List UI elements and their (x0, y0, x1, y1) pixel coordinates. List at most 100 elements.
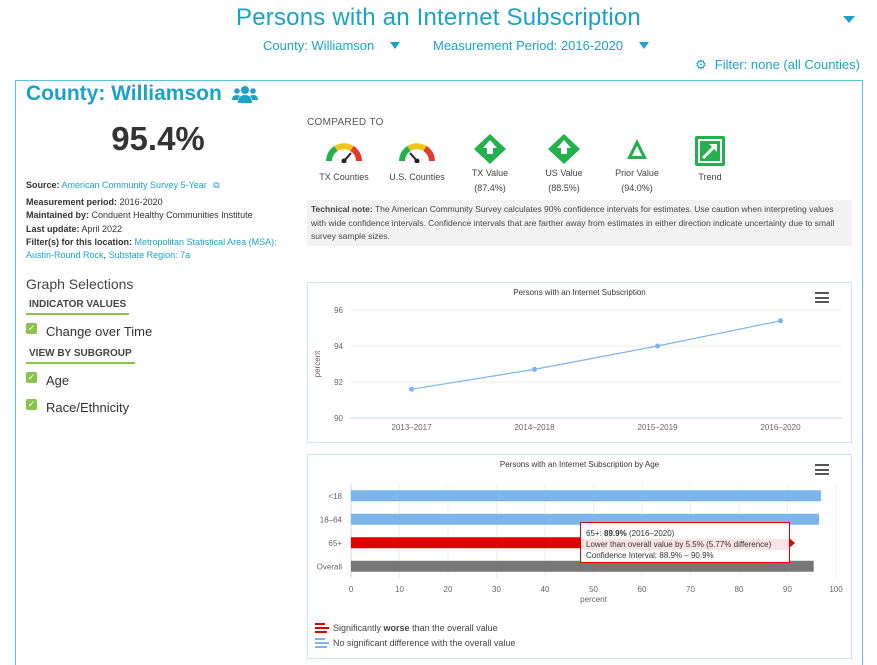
x-tick-label: 90 (783, 585, 792, 594)
x-tick-label: 0 (349, 585, 354, 594)
prior-value-triangle-icon[interactable] (626, 138, 648, 160)
x-tick-label: 30 (492, 585, 501, 594)
county-title: County: Williamson (26, 82, 222, 105)
maintained-value: Conduent Healthy Communities Institute (91, 210, 253, 220)
bar (351, 560, 814, 572)
county-select[interactable]: County: Williamson (263, 38, 401, 53)
trend-label: Trend (698, 172, 722, 182)
worse-legend-icon (315, 623, 329, 633)
y-tick-label: 92 (334, 378, 343, 387)
data-point (532, 366, 537, 372)
age-chart-title: Persons with an Internet Subscription by… (499, 460, 660, 469)
tooltip-line-3: Confidence Interval: 88.9% – 90.9% (586, 551, 714, 560)
period-select-label: Measurement Period: 2016-2020 (433, 38, 624, 53)
page-title: Persons with an Internet Subscription (236, 4, 641, 31)
chevron-down-icon (390, 42, 401, 49)
y-axis-label: percent (313, 350, 322, 377)
y-tick-label: 96 (334, 306, 343, 315)
chart-menu-icon[interactable] (815, 464, 829, 475)
prior-value-label: Prior Value (615, 168, 659, 178)
people-icon (232, 86, 258, 103)
filter-msa-link[interactable]: Metropolitan Statistical Area (MSA): Aus… (26, 237, 277, 260)
bar (351, 490, 821, 502)
y-tick-label: 94 (334, 342, 343, 351)
title-dropdown-caret[interactable] (843, 16, 855, 23)
us-value-better-icon[interactable] (548, 134, 580, 164)
age-option[interactable]: Age (46, 373, 70, 388)
county-select-label: County: Williamson (263, 38, 375, 53)
worse-legend-label: Significantly worse than the overall val… (333, 623, 498, 633)
prior-value: (94.0%) (621, 183, 653, 193)
x-tick-label: 80 (735, 585, 744, 594)
indicator-value: 95.4% (111, 120, 205, 157)
x-tick-label: 2015–2019 (637, 423, 678, 432)
us-counties-gauge-icon[interactable] (399, 141, 435, 163)
data-point (409, 386, 414, 392)
technical-note: Technical note: The American Community S… (307, 200, 852, 246)
x-tick-label: 40 (541, 585, 550, 594)
x-tick-label: 2016–2020 (760, 423, 801, 432)
y-tick-label: <18 (328, 492, 342, 501)
filter-region-link[interactable]: Substate Region: 7a (108, 250, 191, 260)
chevron-down-icon (639, 42, 650, 49)
period-value: 2016-2020 (119, 197, 163, 207)
tx-value-label: TX Value (471, 168, 509, 178)
filter-link[interactable]: ⚙ Filter: none (all Counties) (695, 57, 860, 73)
trend-line-chart: 90 92 94 96 percent 2013–2017 2014–2018 2015–20… (313, 306, 842, 432)
tooltip-pointer (789, 538, 795, 548)
trend-icon[interactable] (695, 136, 725, 166)
graph-selections-title: Graph Selections (26, 276, 134, 292)
source-link[interactable]: American Community Survey 5-Year (61, 180, 207, 190)
x-tick-label: 2013–2017 (391, 423, 432, 432)
maintained-line: Maintained by: Conduent Healthy Communit… (26, 209, 253, 222)
period-label: Measurement period: (26, 197, 118, 207)
external-link-icon[interactable]: ⧉ (213, 180, 220, 190)
x-axis-label: percent (580, 595, 607, 604)
check-icon[interactable]: ✓ (26, 372, 37, 383)
worse-legend-pre: Significantly (333, 623, 382, 633)
x-tick-label: 50 (589, 585, 598, 594)
period-select[interactable]: Measurement Period: 2016-2020 (433, 38, 650, 53)
tx-counties-gauge-icon[interactable] (326, 141, 362, 163)
source-label: Source: (26, 180, 60, 190)
bar (351, 537, 788, 549)
race-ethnicity-option[interactable]: Race/Ethnicity (46, 400, 130, 415)
series-line (411, 320, 781, 390)
x-tick-label: 100 (829, 585, 843, 594)
tooltip-head: 65+: (586, 529, 602, 538)
filters-line: Filter(s) for this location: Metropolita… (26, 236, 296, 262)
tx-counties-label: TX Counties (319, 172, 369, 182)
x-tick-label: 60 (638, 585, 647, 594)
tooltip-period: (2016–2020) (628, 529, 675, 538)
data-point (655, 343, 660, 349)
tooltip-value: 89.9% (604, 529, 627, 538)
period-line: Measurement period: 2016-2020 (26, 196, 163, 209)
tooltip-line-2: Lower than overall value by 5.5% (5.77% … (581, 539, 789, 550)
trend-chart-container (307, 282, 852, 443)
technical-note-text: The American Community Survey calculates… (311, 204, 835, 241)
y-tick-label: 65+ (328, 539, 342, 548)
y-tick-label: Overall (317, 562, 343, 571)
bar (351, 513, 820, 525)
us-value: (88.5%) (548, 183, 580, 193)
data-point (778, 318, 783, 324)
check-icon[interactable]: ✓ (26, 323, 37, 334)
indicator-panel (15, 80, 863, 665)
x-tick-label: 20 (444, 585, 453, 594)
subgroup-heading: VIEW BY SUBGROUP (26, 348, 135, 364)
indicator-values-heading: INDICATOR VALUES (26, 299, 130, 315)
x-tick-label: 10 (395, 585, 404, 594)
technical-note-label: Technical note: (311, 204, 373, 214)
tx-value-better-icon[interactable] (474, 134, 506, 164)
chart-menu-icon[interactable] (815, 292, 829, 303)
filter-separator: , (103, 250, 107, 260)
update-line: Last update: April 2022 (26, 223, 122, 236)
age-bar-chart: 0 10 20 30 40 50 60 70 80 90 100 percent <18 18–64 65+… (317, 484, 843, 604)
compared-to-heading: COMPARED TO (307, 117, 384, 128)
worse-legend-post: than the overall value (412, 623, 498, 633)
update-value: April 2022 (81, 224, 123, 234)
filter-label: Filter: none (all Counties) (714, 57, 860, 72)
check-icon[interactable]: ✓ (26, 399, 37, 410)
no-difference-legend-label: No significant difference with the overa… (333, 638, 516, 648)
change-over-time-option[interactable]: Change over Time (46, 324, 153, 339)
